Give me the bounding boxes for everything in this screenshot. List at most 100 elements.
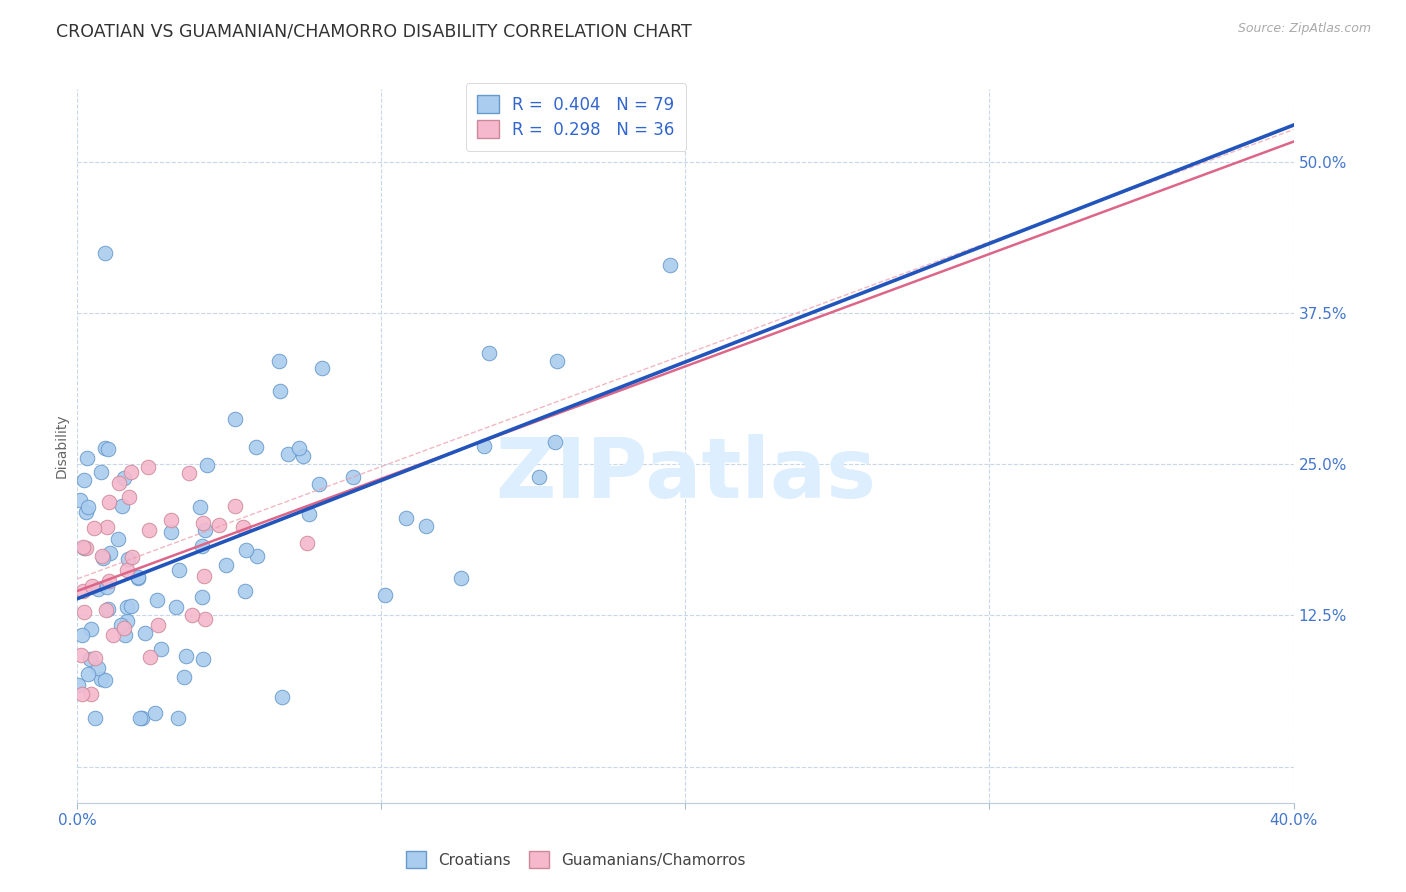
Point: [67, 678, 90, 692]
Point: [342, 470, 364, 484]
Point: [80, 687, 103, 701]
Point: [117, 563, 139, 577]
Point: [118, 491, 141, 505]
Point: [69, 492, 91, 507]
Point: [90, 466, 112, 480]
Text: CROATIAN VS GUAMANIAN/CHAMORRO DISABILITY CORRELATION CHART: CROATIAN VS GUAMANIAN/CHAMORRO DISABILIT…: [56, 22, 692, 40]
Point: [76, 450, 98, 465]
Point: [160, 513, 183, 527]
Point: [72, 540, 94, 554]
Point: [148, 617, 170, 632]
Point: [374, 588, 396, 602]
Point: [94, 673, 117, 687]
Point: [288, 441, 311, 455]
Point: [450, 571, 472, 585]
Point: [659, 258, 682, 272]
Point: [215, 558, 238, 573]
Point: [270, 690, 292, 704]
Point: [76, 500, 98, 514]
Point: [83, 521, 105, 535]
Point: [72, 583, 94, 598]
Point: [145, 593, 167, 607]
Text: Source: ZipAtlas.com: Source: ZipAtlas.com: [1237, 22, 1371, 36]
Point: [97, 601, 120, 615]
Point: [173, 670, 195, 684]
Y-axis label: Disability: Disability: [55, 414, 69, 478]
Point: [277, 447, 299, 461]
Point: [143, 706, 166, 721]
Point: [72, 605, 94, 619]
Point: [87, 661, 110, 675]
Point: [117, 552, 139, 566]
Point: [233, 584, 256, 599]
Point: [70, 687, 93, 701]
Point: [478, 345, 501, 359]
Point: [127, 571, 149, 585]
Point: [84, 711, 107, 725]
Point: [94, 245, 117, 260]
Point: [174, 648, 197, 663]
Point: [110, 618, 132, 632]
Point: [115, 614, 138, 628]
Point: [138, 524, 160, 538]
Point: [166, 711, 188, 725]
Point: [138, 649, 160, 664]
Point: [311, 361, 333, 376]
Point: [295, 536, 318, 550]
Point: [91, 550, 114, 565]
Point: [269, 354, 291, 368]
Point: [107, 475, 129, 490]
Point: [69, 648, 91, 662]
Point: [127, 569, 149, 583]
Point: [97, 494, 120, 508]
Point: [208, 517, 231, 532]
Point: [82, 579, 104, 593]
Point: [191, 516, 214, 530]
Text: ZIPatlas: ZIPatlas: [495, 434, 876, 515]
Point: [224, 411, 246, 425]
Point: [194, 523, 217, 537]
Point: [112, 471, 135, 485]
Point: [131, 711, 153, 725]
Point: [232, 520, 254, 534]
Point: [128, 711, 150, 725]
Point: [84, 651, 107, 665]
Point: [224, 500, 246, 514]
Point: [115, 599, 138, 614]
Point: [193, 568, 215, 582]
Point: [73, 541, 96, 555]
Point: [235, 542, 257, 557]
Point: [415, 519, 437, 533]
Point: [527, 469, 550, 483]
Point: [269, 384, 291, 398]
Point: [98, 546, 121, 560]
Point: [292, 449, 315, 463]
Point: [96, 580, 118, 594]
Point: [191, 591, 214, 605]
Point: [107, 532, 129, 546]
Point: [77, 666, 100, 681]
Point: [87, 582, 110, 596]
Point: [138, 460, 160, 475]
Point: [165, 600, 187, 615]
Point: [120, 599, 142, 613]
Point: [188, 500, 211, 515]
Point: [90, 672, 112, 686]
Point: [297, 507, 319, 521]
Point: [75, 505, 97, 519]
Point: [79, 652, 101, 666]
Point: [308, 477, 330, 491]
Point: [121, 549, 143, 564]
Point: [180, 608, 202, 623]
Point: [149, 641, 172, 656]
Point: [177, 466, 200, 480]
Point: [112, 621, 135, 635]
Point: [114, 628, 136, 642]
Point: [245, 440, 267, 454]
Point: [91, 549, 114, 564]
Point: [546, 353, 568, 368]
Point: [96, 603, 118, 617]
Point: [103, 628, 125, 642]
Point: [191, 652, 214, 666]
Point: [94, 442, 117, 456]
